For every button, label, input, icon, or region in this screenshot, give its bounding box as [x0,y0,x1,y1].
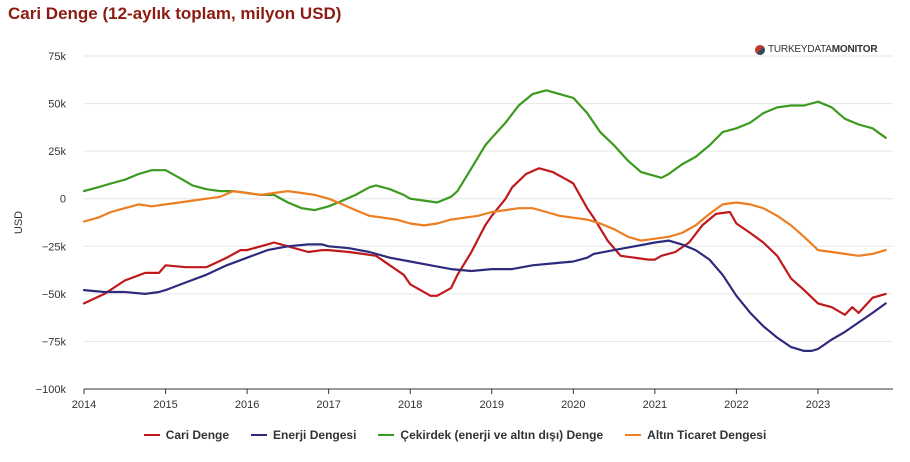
x-tick-label: 2019 [480,399,504,411]
legend-swatch [625,434,642,436]
series-line-1 [82,167,887,316]
legend-label: Çekirdek (enerji ve altın dışı) Denge [400,428,604,442]
y-tick-label: 0 [60,194,66,206]
x-axis: 2014 2015 2016 2017 2018 2019 2020 2021 2022 2023 [72,388,893,411]
chart-title: Cari Denge (12-aylık toplam, milyon USD) [8,4,342,23]
x-tick-label: 2014 [72,399,96,411]
legend-label: Altın Ticaret Dengesi [647,428,767,442]
y-tick-label: −50k [42,289,67,301]
brand-suffix: MONITOR [831,44,878,55]
series-lines [82,89,887,352]
legend-label: Cari Denge [165,428,230,442]
y-tick-label: 25k [48,146,66,158]
x-tick-label: 2020 [561,399,585,411]
series-line-2 [82,239,887,352]
legend-item-4[interactable]: Altın Ticaret Dengesi [625,428,766,442]
globe-icon [755,44,765,55]
legend-item-1[interactable]: Cari Denge [143,428,230,442]
x-tick-label: 2021 [643,399,667,411]
series-line-3 [82,89,887,212]
x-tick-label: 2023 [806,399,830,411]
legend-swatch [378,434,395,436]
legend-swatch [251,434,268,436]
y-tick-label: −25k [42,241,67,253]
y-axis: 75k 50k 25k 0 −25k −50k −75k −100k [36,51,67,396]
legend-swatch [143,434,160,436]
legend-item-3[interactable]: Çekirdek (enerji ve altın dışı) Denge [378,428,603,442]
brand-prefix: TURKEYDATA [768,44,832,55]
y-tick-label: 50k [48,99,66,111]
legend-item-2[interactable]: Enerji Dengesi [251,428,356,442]
x-tick-label: 2022 [724,399,748,411]
legend-label: Enerji Dengesi [273,428,357,442]
brand-logo: TURKEYDATA MONITOR [755,44,878,55]
legend: Cari Denge Enerji Dengesi Çekirdek (enerji… [0,428,910,442]
y-axis-label: USD [13,211,25,234]
y-tick-label: −75k [42,336,67,348]
y-tick-label: −100k [36,384,67,396]
x-tick-label: 2017 [316,399,340,411]
series-line-4 [82,190,887,257]
x-tick-label: 2018 [398,399,422,411]
y-tick-label: 75k [48,51,66,63]
x-tick-label: 2015 [153,399,177,411]
x-tick-label: 2016 [235,399,259,411]
